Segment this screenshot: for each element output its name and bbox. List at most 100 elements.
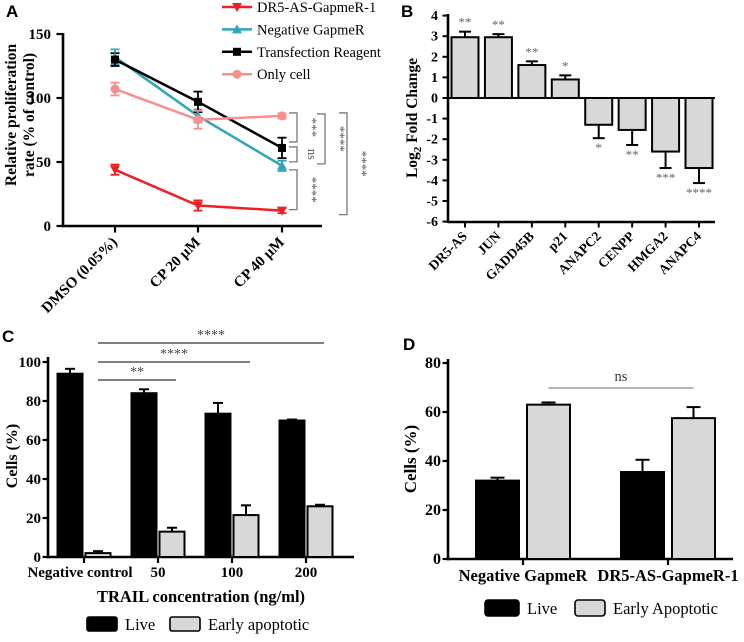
sig-label: ** [492, 17, 505, 32]
bar [584, 97, 614, 126]
y-tick-label: 100 [29, 91, 52, 107]
bar-Early apoptotic [306, 505, 334, 559]
marker-triangle-up [277, 160, 287, 170]
bar [550, 78, 580, 99]
x-tick-label: 100 [221, 565, 244, 581]
sig-label: **** [333, 126, 348, 152]
legend-label: Only cell [257, 67, 311, 83]
legend-label: Early Apoptotic [613, 599, 718, 618]
y-axis-title: Cells (%) [4, 424, 21, 488]
y-axis-title: Relative proliferation [3, 44, 20, 187]
bar-Live [475, 479, 520, 561]
legend-label: Live [527, 599, 557, 618]
marker-triangle-down [277, 206, 287, 216]
x-tick-label: DR5-AS [426, 229, 471, 274]
y-tick-label: 20 [425, 502, 441, 519]
y-tick-label: 4 [431, 9, 438, 24]
panel-a-chart: 0 50 100 150 DMSO (0.05%) CP 20 µM CP 40 µM Rel… [3, 0, 381, 317]
bar [684, 97, 714, 170]
y-tick-label: -1 [426, 112, 438, 127]
legend-swatch-early-apoptotic [574, 599, 606, 617]
sig-bracket [289, 112, 298, 143]
bar [483, 36, 513, 99]
x-tick-label: CP 20 µM [147, 235, 204, 292]
sig-label: ** [626, 147, 639, 162]
bar [450, 36, 480, 99]
marker-triangle-down [193, 201, 203, 211]
y-tick-label: 0 [431, 92, 438, 107]
bar [617, 97, 647, 131]
marker-circle [110, 84, 120, 94]
marker-circle [193, 115, 203, 125]
sig-label: ** [459, 15, 472, 30]
bar [651, 97, 681, 153]
legend-swatch-early-apoptotic [169, 616, 201, 632]
legend-label: Live [125, 615, 155, 634]
x-tick-label: CP 40 µM [231, 235, 288, 292]
panel-d-label: D [403, 335, 416, 354]
y-tick-label: 80 [425, 355, 441, 372]
sig-label: ns [305, 149, 319, 160]
legend-swatch-live [86, 616, 118, 632]
sig-label: **** [355, 151, 370, 177]
sig-label: ** [130, 365, 144, 380]
bar-Live [56, 372, 84, 559]
sig-bracket [339, 112, 348, 216]
bar-Live [620, 471, 665, 560]
sig-label: **** [305, 177, 320, 203]
sig-bracket [289, 146, 298, 163]
x-tick-label: p21 [545, 228, 571, 254]
bar-Early apoptotic [158, 530, 186, 558]
x-axis-title: TRAIL concentration (ng/ml) [97, 587, 305, 606]
bar-Live [278, 419, 306, 558]
y-tick-label: 0 [44, 219, 52, 235]
panel-b-label: B [401, 2, 414, 21]
panel-d-chart: 0 20 40 60 80 Negative GapmeR DR5-AS-GapmeR-1 C… [401, 355, 739, 618]
panel-c-label: C [2, 327, 15, 346]
legend-label: Negative GapmeR [257, 22, 365, 38]
y-tick-label: -2 [426, 133, 438, 148]
x-tick-label: Negative GapmeR [459, 566, 589, 585]
marker-square [233, 47, 241, 56]
x-tick-label: 50 [151, 565, 166, 581]
bar [517, 64, 547, 99]
y-tick-label: 0 [34, 550, 42, 566]
x-tick-label: Negative control [27, 565, 132, 581]
y-tick-label: 50 [36, 155, 51, 171]
panel-a-label: A [6, 2, 19, 21]
y-tick-label: -3 [426, 153, 438, 168]
sig-label: ns [615, 369, 628, 385]
y-tick-label: 20 [26, 511, 41, 527]
marker-square [111, 55, 119, 64]
bar-Live [204, 412, 232, 558]
y-tick-label: 1 [431, 71, 438, 86]
y-tick-label: 3 [431, 30, 438, 45]
sig-label: **** [686, 185, 712, 200]
sig-label: * [562, 58, 569, 73]
legend-swatch-live [484, 599, 520, 617]
bar-Early apoptotic [232, 514, 260, 558]
y-tick-label: -6 [426, 215, 438, 230]
marker-triangle-down [110, 165, 120, 175]
sig-bracket [317, 113, 326, 165]
marker-circle [277, 111, 287, 121]
bar-Early Apoptotic [671, 417, 716, 560]
y-tick-label: 150 [29, 27, 52, 43]
sig-label: ** [525, 44, 538, 59]
legend-label: DR5-AS-GapmeR-1 [257, 0, 376, 16]
y-tick-label: -5 [426, 195, 438, 210]
sig-bracket [289, 169, 298, 211]
sig-label: *** [656, 170, 676, 185]
sig-label: * [595, 140, 602, 155]
marker-triangle-up [232, 24, 242, 34]
sig-label: **** [197, 328, 225, 343]
bar-Early apoptotic [84, 552, 112, 559]
y-axis-title: Log2 Fold Change [404, 58, 424, 178]
y-tick-label: 40 [26, 472, 41, 488]
y-tick-label: 2 [431, 50, 438, 65]
marker-square [194, 97, 202, 106]
y-tick-label: 80 [26, 394, 41, 410]
legend-label: Transfection Reagent [257, 45, 381, 61]
